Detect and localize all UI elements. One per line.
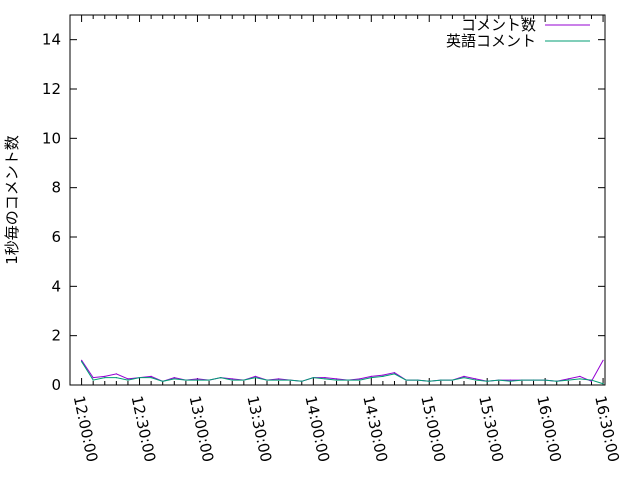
y-tick-label: 12 [42,80,61,98]
data-point [382,374,384,376]
data-point [196,378,199,380]
x-tick-label: 15:00:00 [417,394,449,464]
y-tick-label: 8 [51,179,61,197]
x-tick-label: 15:30:00 [475,394,507,464]
data-point [486,380,488,382]
y-tick-label: 6 [51,228,61,246]
series-line-0 [81,360,604,382]
data-point [92,377,94,379]
data-point [474,379,477,381]
data-point [347,379,349,381]
data-point [115,377,117,379]
data-point [567,379,569,381]
data-point [498,379,500,381]
data-point [451,379,454,381]
data-point [80,360,83,363]
data-point [127,379,129,381]
legend-label: コメント数 [461,16,536,34]
data-point [104,375,106,377]
data-point [579,378,581,380]
data-point [602,359,604,361]
series [80,359,604,385]
data-point [173,378,175,380]
data-point [266,379,268,381]
y-tick-label: 10 [42,129,61,147]
data-point [231,379,233,381]
x-tick-label: 16:00:00 [533,394,565,464]
x-tick-label: 13:00:00 [186,394,218,464]
data-point [324,377,326,379]
data-point [393,373,396,375]
data-point [474,378,477,380]
data-point [80,359,83,361]
y-tick-label: 2 [51,327,61,345]
y-tick-label: 14 [42,31,61,49]
legend-label: 英語コメント [446,32,536,50]
data-point [590,379,593,381]
data-point [405,379,407,381]
data-point [115,373,117,375]
y-tick-label: 4 [51,277,61,295]
data-point [173,377,175,379]
data-point [556,380,558,382]
data-point [138,377,141,379]
data-point [301,380,303,382]
data-point [590,380,593,382]
axes: 0 2 4 6 8 10 12 14 12:00:00 12:30:00 13:00:00 13:30… [42,14,623,464]
data-point [208,379,210,381]
x-tick-label: 12:00:00 [70,394,102,464]
data-point [312,377,314,379]
data-point [579,375,581,377]
data-point [370,377,372,379]
data-point [359,379,361,381]
series-line-1 [81,361,604,385]
x-tick-label: 14:30:00 [359,394,391,464]
data-point [196,379,199,381]
y-tick-label: 0 [51,376,61,394]
data-point [231,378,233,380]
data-point [521,379,523,381]
data-point [127,378,129,380]
data-point [532,379,535,381]
data-point [463,375,465,377]
x-tick-label: 13:30:00 [244,394,276,464]
data-point [150,377,152,379]
data-point [220,377,222,379]
data-point [393,372,396,374]
data-point [428,380,430,382]
data-point [289,379,291,381]
data-point [104,377,106,379]
y-axis-label: 1秒毎のコメント数 [3,135,21,265]
data-point [254,375,257,377]
data-point [567,378,569,380]
data-point [602,383,604,385]
data-point [277,379,280,381]
data-point [440,379,442,381]
data-point [324,378,326,380]
data-point [544,379,546,381]
data-point [359,378,361,380]
data-point [162,380,164,382]
data-point [370,375,372,377]
data-point [463,377,465,379]
plot-frame [69,14,606,386]
data-point [335,378,338,380]
data-point [185,379,187,381]
data-point [254,377,257,379]
data-point [382,375,384,377]
data-point [277,378,280,380]
data-point [150,375,152,377]
data-point [509,380,511,382]
data-point [509,379,511,381]
x-tick-label: 14:00:00 [301,394,333,464]
data-point [335,379,338,381]
x-tick-label: 12:30:00 [128,394,160,464]
data-point [243,379,245,381]
data-point [417,379,419,381]
data-point [92,379,94,381]
x-tick-label: 16:30:00 [591,394,623,464]
